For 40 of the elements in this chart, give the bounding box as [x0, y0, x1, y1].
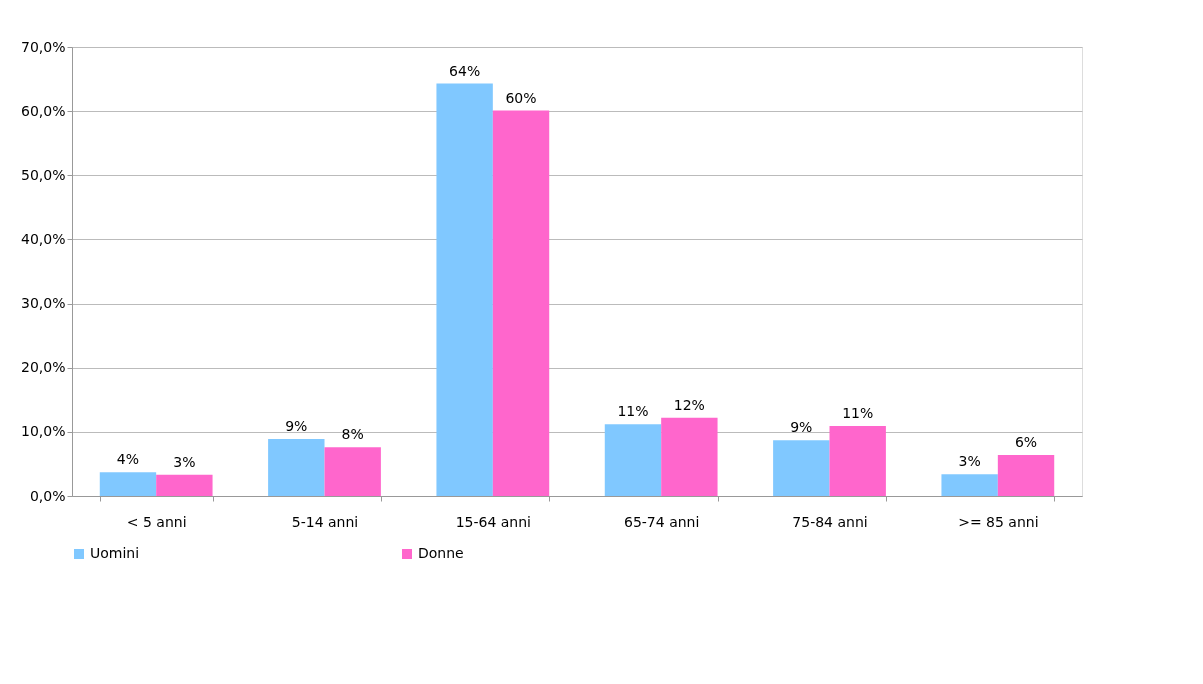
y-tick-label: 30,0%	[21, 295, 66, 312]
bar	[324, 447, 381, 496]
y-tick-label: 10,0%	[21, 423, 66, 440]
y-tick-label: 40,0%	[21, 230, 66, 247]
data-label: 11%	[617, 403, 649, 420]
x-tick-label: 65-74 anni	[623, 513, 700, 530]
data-label: 12%	[673, 396, 705, 413]
x-tick-label: >= 85 anni	[958, 513, 1039, 530]
y-tick-label: 20,0%	[21, 359, 66, 376]
data-label: 3%	[958, 453, 981, 470]
bar	[268, 438, 325, 496]
bar	[997, 454, 1055, 496]
x-tick-label: 5-14 anni	[291, 513, 359, 530]
bar	[436, 83, 493, 496]
bar	[604, 424, 662, 496]
x-tick-label: 75-84 anni	[792, 513, 868, 530]
data-label: 9%	[285, 417, 308, 434]
x-tick-label: < 5 anni	[126, 513, 187, 530]
data-label: 3%	[173, 453, 196, 470]
y-tick-label: 60,0%	[21, 102, 66, 119]
y-tick-label: 0,0%	[29, 487, 66, 504]
data-label: 4%	[116, 451, 140, 468]
data-label: 60%	[505, 89, 537, 106]
data-label: 9%	[790, 419, 813, 436]
data-label: 64%	[449, 62, 481, 79]
bar	[661, 417, 718, 496]
bar	[773, 440, 830, 496]
x-tick-label: 15-64 anni	[455, 513, 532, 530]
bar	[156, 474, 213, 496]
bar	[99, 472, 157, 496]
legend-label: Uomini	[90, 545, 140, 561]
data-label: 11%	[842, 405, 874, 422]
bar	[492, 110, 550, 496]
legend-label: Donne	[418, 545, 464, 561]
bar	[829, 426, 886, 496]
y-tick-label: 70,0%	[21, 38, 66, 55]
y-tick-label: 50,0%	[21, 166, 66, 183]
data-label: 8%	[341, 426, 364, 443]
bar	[941, 474, 998, 496]
data-label: 6%	[1014, 433, 1038, 450]
